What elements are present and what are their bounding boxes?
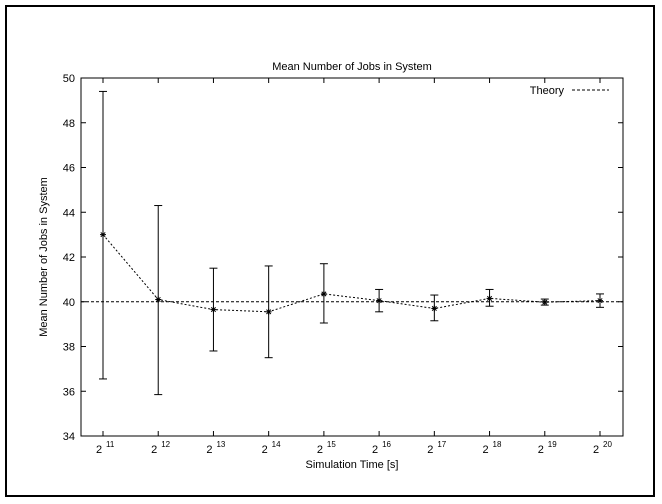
x-tick-label-exponent: 13	[216, 440, 225, 449]
x-axis-label: Simulation Time [s]	[306, 459, 399, 471]
data-point-marker-stroke	[210, 307, 216, 313]
chart: Mean Number of Jobs in System 34 36 38 40 42…	[38, 61, 624, 471]
x-tick-label: 2	[538, 444, 544, 456]
y-axis-label: Mean Number of Jobs in System	[38, 177, 50, 337]
x-tick-label: 2	[96, 444, 102, 456]
y-tick-label: 42	[63, 252, 75, 264]
y-tick-label: 38	[63, 342, 75, 354]
x-tick-label-exponent: 11	[106, 440, 115, 449]
x-tick-label-exponent: 14	[272, 440, 281, 449]
y-tick-label: 36	[63, 386, 75, 398]
x-tick-label-exponent: 15	[327, 440, 336, 449]
data-point	[210, 306, 217, 313]
x-tick-label: 2	[206, 444, 212, 456]
data-point	[431, 305, 438, 312]
data-point-marker-stroke	[431, 305, 437, 312]
data-point-marker-stroke	[597, 298, 603, 304]
y-tick-label: 50	[63, 73, 75, 85]
x-tick-label-exponent: 17	[437, 440, 446, 449]
data-point	[320, 290, 327, 297]
data-point-marker-stroke	[542, 299, 548, 305]
y-tick-label: 46	[63, 163, 75, 175]
data-point-marker-stroke	[155, 296, 161, 303]
plot-frame: Mean Number of Jobs in System 34 36 38 40 42…	[5, 5, 655, 497]
x-tick-label: 2	[427, 444, 433, 456]
data-point-marker-stroke	[376, 298, 382, 304]
legend: Theory	[530, 85, 609, 97]
data-point	[265, 308, 272, 315]
y-tick-label: 44	[63, 207, 75, 219]
data-point-marker-stroke	[487, 295, 493, 301]
y-tick-label: 40	[63, 297, 75, 309]
x-tick-label: 2	[151, 444, 157, 456]
x-tick-label-exponent: 20	[603, 440, 612, 449]
x-tick-label-exponent: 16	[382, 440, 391, 449]
x-tick-label: 2	[317, 444, 323, 456]
x-tick-label: 2	[262, 444, 268, 456]
plot-area	[80, 77, 624, 437]
y-tick-label: 34	[63, 431, 75, 443]
data-point	[100, 231, 106, 238]
chart-title: Mean Number of Jobs in System	[272, 61, 432, 73]
x-tick-label: 2	[593, 444, 599, 456]
x-tick-label-exponent: 19	[548, 440, 557, 449]
data-point	[541, 299, 548, 306]
y-tick-label: 48	[63, 118, 75, 130]
x-tick-label-exponent: 12	[161, 440, 170, 449]
x-tick-label-exponent: 18	[493, 440, 502, 449]
legend-label-theory: Theory	[530, 85, 565, 97]
data-point	[155, 296, 162, 303]
series-line	[102, 234, 601, 313]
x-tick-label: 2	[372, 444, 378, 456]
x-tick-label: 2	[482, 444, 488, 456]
data-point-marker-stroke	[266, 309, 272, 315]
data-point-marker-stroke	[100, 232, 106, 238]
data-point	[486, 295, 493, 302]
data-point-marker-stroke	[321, 291, 327, 297]
data-point	[597, 297, 603, 304]
data-point	[376, 297, 383, 304]
